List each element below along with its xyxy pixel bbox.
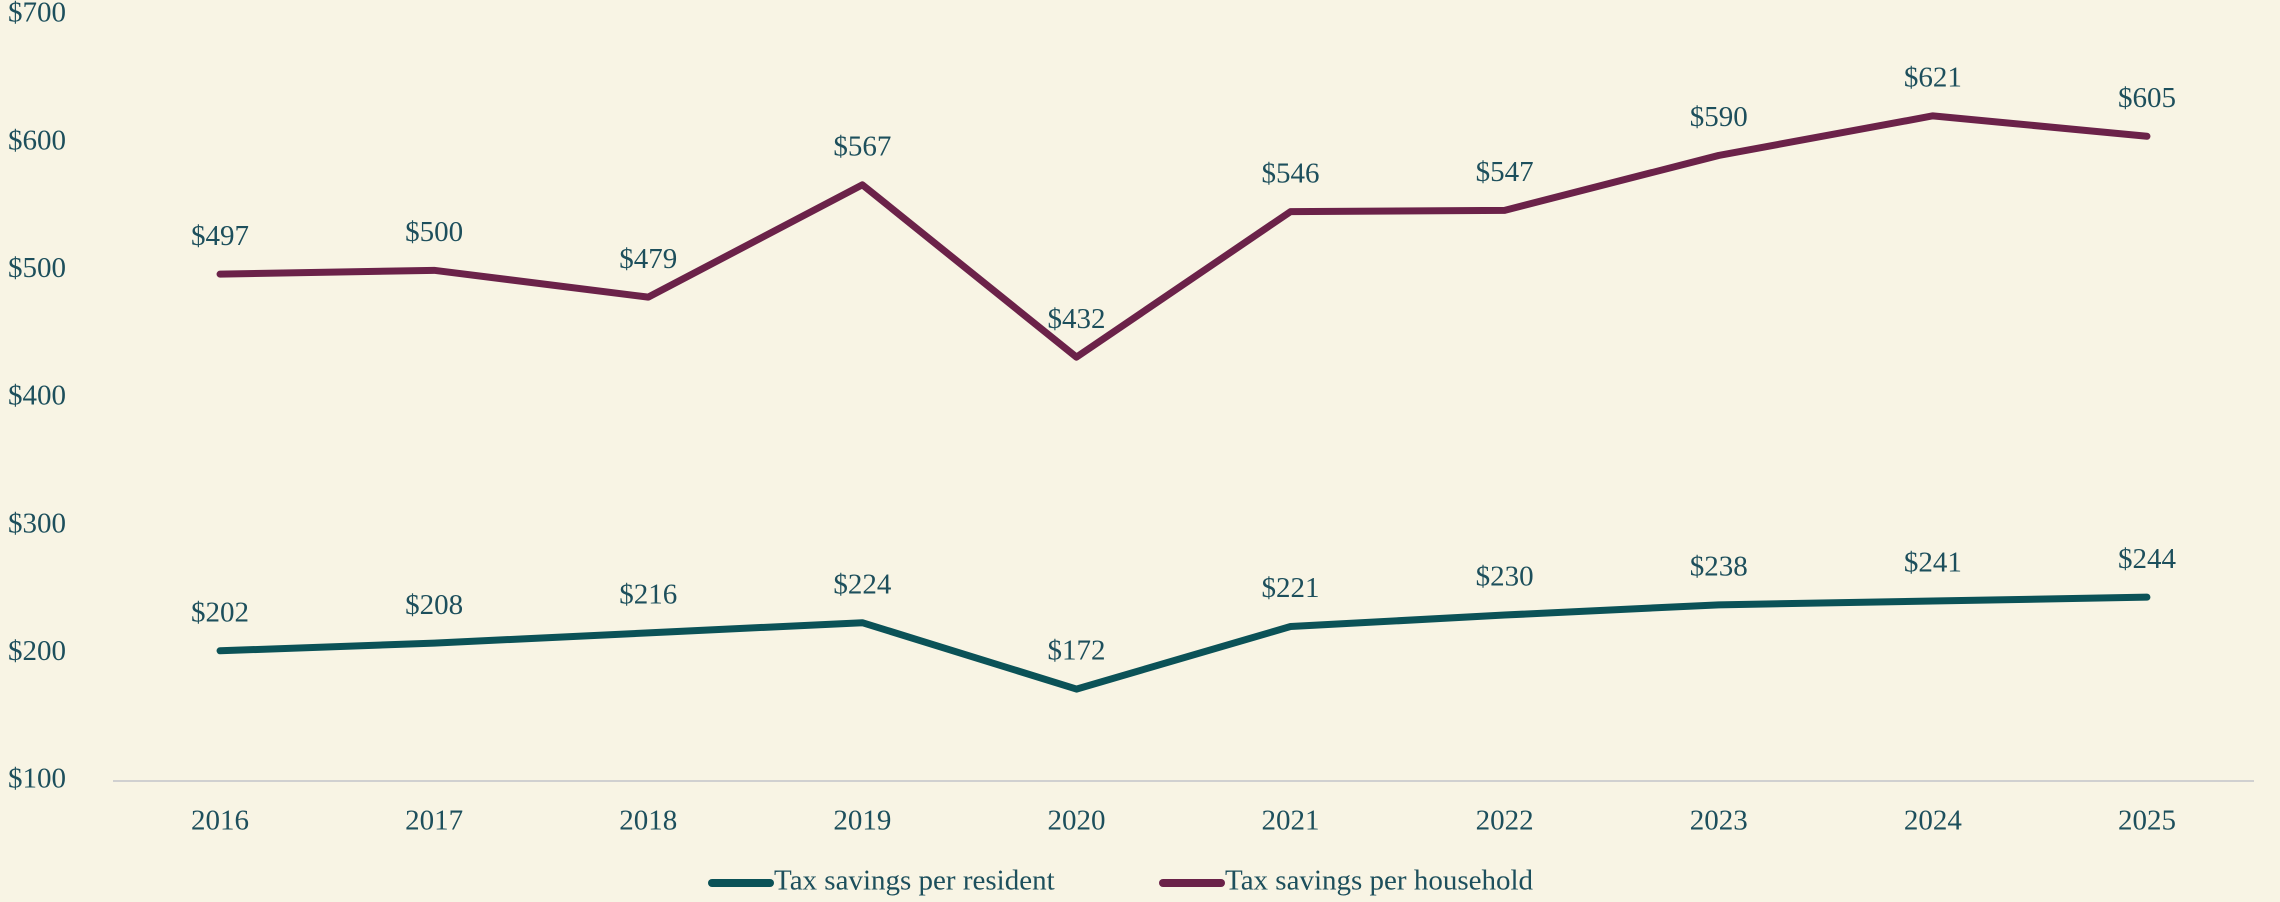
y-tick-label: $300 [8, 507, 66, 539]
x-tick-label: 2019 [833, 805, 891, 837]
data-label: $244 [2118, 543, 2177, 575]
data-label: $208 [405, 589, 463, 621]
x-tick-label: 2017 [405, 805, 463, 837]
y-tick-label: $700 [8, 0, 66, 29]
line-series [216, 112, 2151, 361]
data-label: $202 [191, 596, 249, 628]
data-label: $500 [405, 216, 463, 248]
x-tick-label: 2024 [1904, 805, 1963, 837]
data-label: $230 [1476, 561, 1534, 593]
x-tick-label: 2022 [1476, 805, 1534, 837]
data-label: $605 [2118, 82, 2176, 114]
y-tick-label: $200 [8, 635, 66, 667]
data-label: $497 [191, 220, 249, 252]
x-tick-label: 2016 [191, 805, 249, 837]
data-label: $546 [1262, 157, 1320, 189]
data-label: $216 [619, 579, 677, 611]
x-tick-label: 2025 [2118, 805, 2176, 837]
data-label: $547 [1476, 156, 1534, 188]
legend-label: Tax savings per resident [774, 865, 1055, 897]
data-label: $479 [619, 243, 677, 275]
data-label: $241 [1904, 547, 1962, 579]
data-label: $590 [1690, 101, 1748, 133]
line-series [216, 593, 2151, 693]
x-tick-label: 2023 [1690, 805, 1748, 837]
x-tick-label: 2018 [619, 805, 677, 837]
y-tick-label: $400 [8, 380, 66, 412]
data-label: $224 [833, 568, 892, 600]
data-label: $621 [1904, 62, 1962, 94]
y-tick-label: $100 [8, 763, 66, 795]
legend-label: Tax savings per household [1225, 865, 1534, 897]
x-tick-label: 2021 [1262, 805, 1320, 837]
y-tick-label: $600 [8, 124, 66, 156]
data-label: $432 [1047, 303, 1105, 335]
y-tick-label: $500 [8, 252, 66, 284]
data-label: $238 [1690, 550, 1748, 582]
x-tick-label: 2020 [1047, 805, 1105, 837]
data-label: $221 [1262, 572, 1320, 604]
data-label: $567 [833, 130, 891, 162]
data-label: $172 [1047, 635, 1105, 667]
